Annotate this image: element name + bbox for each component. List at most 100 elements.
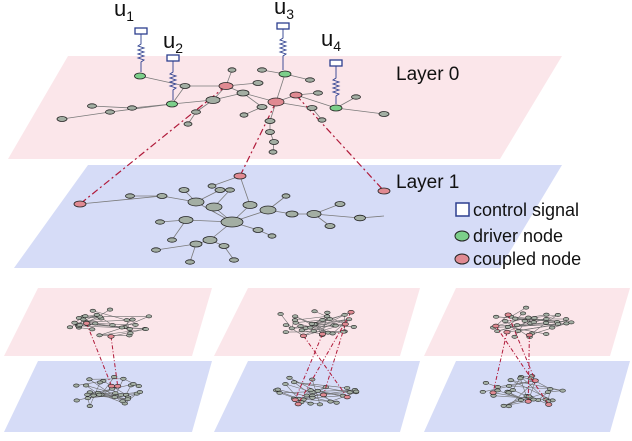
layer-0-nodes xyxy=(56,67,390,155)
mini-panel-1-layer-1-node xyxy=(117,393,124,397)
mini-panel-2-layer-1-node xyxy=(314,388,321,393)
mini-panel-2-layer-0-node xyxy=(319,317,326,322)
mini-panel-3-layer-1-node xyxy=(559,388,566,393)
mini-panel-3-layer-0-node xyxy=(511,334,518,339)
mini-panel-2-layer-0-node xyxy=(332,323,339,328)
mini-panel-1-layer-0-node xyxy=(126,327,133,331)
mini-panel-3-layer-1-node xyxy=(525,394,532,399)
mini-panel-2-layer-1-node xyxy=(274,387,281,392)
mini-panel-2-layer-1-node xyxy=(346,390,353,395)
mini-panel-2-layer-0-edge xyxy=(332,318,350,334)
mini-panel-1-layer-1-node xyxy=(112,391,119,395)
mini-panel-1-layer-1-node xyxy=(96,392,103,397)
mini-panel-3-layer-1-node xyxy=(505,390,512,395)
mini-panel-1-layer-0-edge xyxy=(92,310,127,321)
mini-panel-1-layer-1-node xyxy=(82,383,90,388)
mini-panel-3-coupled-node xyxy=(531,378,539,383)
mini-panel-3-layer-0-node xyxy=(493,314,500,319)
mini-panel-3-coupled-node xyxy=(504,312,512,317)
mini-panel-1-coupled-node xyxy=(108,383,116,389)
mini-panel-1-layer-1-edge xyxy=(124,393,138,404)
mini-panel-3-layer-0-edge xyxy=(524,318,547,322)
mini-panel-2-layer-0-node xyxy=(310,329,317,333)
mini-panel-1-layer-1-node xyxy=(135,384,142,388)
mini-panel-3-layer-0-node xyxy=(542,320,550,325)
mini-panel-2-layer-0-node xyxy=(282,323,290,328)
mini-panel-3-coupled-node xyxy=(489,390,497,395)
mini-panel-3-layer-0-node xyxy=(502,319,509,323)
mini-panel-1-layer-1-node xyxy=(136,390,144,394)
layer-0-coupled-nodes xyxy=(218,82,303,107)
mini-panel-2-layer-1-node xyxy=(291,380,298,385)
mini-panel-2-interlayer-link xyxy=(294,333,323,400)
mini-panel-3-layer-1-node xyxy=(547,387,554,391)
mini-panel-1-layer-0-node xyxy=(76,323,83,328)
mini-panel-3-layer-1-node xyxy=(517,398,525,403)
mini-panel-1-layer-0-node xyxy=(127,331,134,336)
mini-panel-2-layer-0-node xyxy=(277,312,284,316)
mini-panel-2-interlayer-link xyxy=(323,323,346,396)
control-input-label-u4: u4 xyxy=(321,26,341,54)
mini-panel-2-layer-0-edge xyxy=(285,324,304,337)
mini-panel-3-layer-0-node xyxy=(554,312,562,317)
mini-panel-3-layer-0-node xyxy=(530,320,537,325)
mini-panel-2-layer-0-node xyxy=(341,312,348,317)
mini-panel-1-layer-0-node xyxy=(82,314,89,319)
mini-panel-3-layer-0-node xyxy=(554,322,562,326)
legend-control-signal-label: control signal xyxy=(473,200,579,220)
mini-panel-2-layer-0-node xyxy=(345,317,353,322)
mini-panel-3-layer-0-node xyxy=(549,325,556,330)
mini-panel-2-layer-1-node xyxy=(303,393,310,398)
legend: control signal driver node coupled node xyxy=(454,200,581,269)
mini-panel-3-layer-0-node xyxy=(543,332,550,336)
mini-panel-2-layer-1-node xyxy=(309,395,316,400)
mini-panel-1-layer-0-node xyxy=(92,321,99,326)
mini-panel-2-layer-1-edge xyxy=(294,381,348,389)
mini-panel-1-layer-1-node xyxy=(73,383,80,388)
layer-0-driver-nodes xyxy=(134,70,343,112)
mini-panel-1-layer-0-edge xyxy=(87,324,146,330)
mini-panel-2-coupled-node xyxy=(347,310,355,315)
mini-panel-2-coupled-node xyxy=(291,397,299,402)
control-input-label-u3: u3 xyxy=(274,0,294,22)
mini-panel-1-layer-0-node xyxy=(109,323,116,327)
mini-panel-2-coupled-node xyxy=(320,392,328,398)
control-wire xyxy=(331,66,341,104)
control-wire xyxy=(168,61,178,100)
mini-panel-2-layer-1-edge xyxy=(285,383,299,400)
mini-panel-1-layer-0-node xyxy=(80,317,87,322)
mini-panel-3-layer-0-node xyxy=(543,316,550,321)
mini-panel-3-layer-0-edge xyxy=(510,307,527,317)
mini-panel-2-layer-1-node xyxy=(307,388,314,393)
layer-0-plane xyxy=(8,56,562,159)
control-wire xyxy=(278,29,288,70)
mini-panel-2-layer-0-node xyxy=(298,328,305,333)
mini-panel-3-layer-1-node xyxy=(479,389,486,394)
mini-panel-1-layer-0-node xyxy=(66,325,74,330)
control-signal-square-icon xyxy=(455,202,470,217)
mini-panel-1-layer-1-node xyxy=(120,376,127,381)
mini-panel-2-layer-0-node xyxy=(324,310,331,315)
control-signal-square-icon xyxy=(134,27,148,35)
mini-panel-1-coupled-node xyxy=(83,321,91,326)
mini-panel-2-layer-1-node xyxy=(282,382,289,386)
mini-panel-2-layer-1-node xyxy=(327,399,334,404)
mini-panel-2-layer-0-node xyxy=(329,331,336,336)
mini-panel-1-layer-0-edge xyxy=(78,325,145,330)
mini-panels xyxy=(66,305,575,409)
mini-panel-3-layer-0-edge xyxy=(531,322,547,334)
mini-panel-3-layer-1-node xyxy=(505,404,512,409)
legend-coupled-node-label: coupled node xyxy=(473,249,581,269)
mini-panel-3-layer-0-node xyxy=(514,323,521,328)
control-wire xyxy=(136,34,146,72)
mini-panel-1-layer-1-node xyxy=(86,377,93,382)
mini-panel-3-layer-1-node xyxy=(530,397,537,402)
mini-panel-2-layer-1-node xyxy=(344,386,351,390)
mini-panel-1-layer-0-node xyxy=(89,327,96,332)
mini-panel-2-layer-1-plane xyxy=(214,361,420,432)
mini-panel-2-layer-1-edge xyxy=(317,390,343,396)
mini-panel-2-layer-0-node xyxy=(288,326,295,331)
mini-panel-2-layer-1-edge xyxy=(293,381,313,396)
mini-panel-1-layer-0-edge xyxy=(99,328,146,336)
mini-panel-3-layer-1-node xyxy=(494,385,501,389)
